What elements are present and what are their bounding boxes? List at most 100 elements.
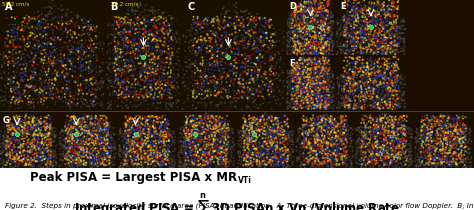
Point [327,81,334,84]
Point [32,38,39,41]
Point [62,72,70,76]
Point [292,13,299,17]
Point [399,132,407,136]
Point [209,155,217,158]
Point [122,64,130,67]
Point [252,131,259,135]
Point [293,33,301,36]
Point [210,17,218,20]
Point [16,133,23,136]
Point [241,69,249,72]
Point [232,27,240,30]
Point [320,9,328,12]
Point [219,160,226,163]
Point [348,8,356,11]
Point [167,27,174,30]
Point [397,153,404,156]
Point [385,0,393,2]
Point [391,150,398,153]
Point [30,100,37,104]
Point [235,154,242,157]
Point [167,66,175,70]
Point [316,143,324,146]
Point [321,97,328,100]
Point [380,139,388,142]
Point [197,151,205,155]
Point [45,151,53,155]
Point [261,83,268,87]
Point [297,101,305,105]
Point [327,143,334,146]
Point [369,0,377,3]
Point [352,71,359,74]
Point [361,161,369,164]
Point [326,102,333,105]
Point [61,158,68,161]
Point [215,147,222,151]
Point [3,161,10,164]
Point [86,65,93,68]
Point [244,134,252,137]
Point [394,77,401,81]
Point [168,134,176,137]
Point [317,51,324,54]
Point [254,74,262,77]
Point [236,152,243,155]
Point [73,138,81,142]
Point [220,122,228,125]
Point [370,88,378,91]
Point [447,127,454,130]
Point [296,63,304,67]
Point [153,155,161,158]
Point [87,166,94,169]
Point [21,159,28,162]
Point [269,159,277,163]
Point [82,155,90,158]
Point [89,158,97,161]
Point [413,146,420,150]
Point [347,14,355,18]
Point [174,105,182,108]
Point [75,123,82,126]
Point [345,154,352,157]
Point [296,19,304,22]
Point [365,156,372,159]
Point [155,154,163,157]
Point [383,47,390,50]
Point [146,148,154,152]
Point [273,155,280,159]
Point [396,154,403,157]
Point [436,115,443,118]
Point [265,116,273,120]
Point [258,67,266,70]
Point [341,104,349,107]
Point [3,163,11,166]
Point [66,51,74,54]
Point [101,149,109,152]
Point [228,131,236,134]
Point [6,147,13,151]
Point [390,155,398,158]
Point [425,125,432,128]
Point [319,50,327,53]
Point [171,143,178,146]
Point [459,124,467,128]
Point [196,21,204,24]
Point [318,33,325,37]
Point [226,69,234,72]
Point [151,149,159,153]
Point [304,25,311,28]
Point [345,136,353,139]
Point [167,62,174,66]
Point [130,125,137,129]
Point [319,49,327,53]
Point [250,41,257,45]
Point [441,119,448,123]
Point [138,21,146,25]
Point [63,83,70,86]
Point [336,35,344,39]
Point [330,93,337,96]
Point [187,132,195,136]
Point [127,134,134,137]
Point [303,156,311,159]
